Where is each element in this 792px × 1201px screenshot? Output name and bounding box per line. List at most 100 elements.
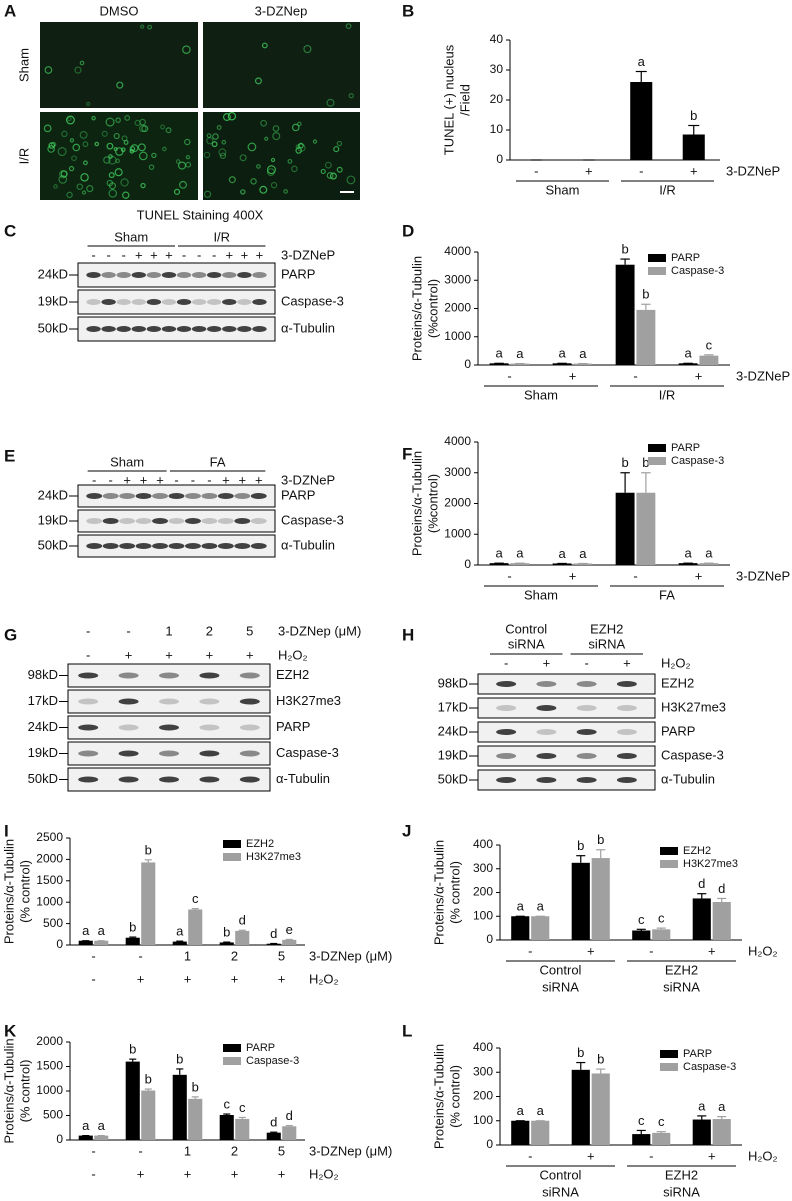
band	[234, 543, 251, 549]
group-label: Sham	[524, 587, 558, 602]
speckle	[270, 157, 276, 163]
speckle	[227, 112, 237, 121]
speckle	[148, 164, 155, 170]
significance-letter: c	[638, 912, 645, 927]
band	[159, 776, 179, 783]
bar	[235, 930, 250, 945]
y-tick-label: 10	[490, 122, 504, 136]
speckle	[86, 101, 91, 107]
speckle	[346, 175, 356, 185]
band	[199, 724, 220, 731]
band	[159, 698, 179, 705]
y-tick-label: 20	[490, 92, 504, 106]
x-tick-label: -	[649, 943, 653, 958]
x-tick-label: +	[569, 568, 577, 583]
band	[118, 698, 139, 705]
band	[576, 777, 597, 783]
speckle	[58, 175, 68, 184]
sign: +	[255, 472, 263, 487]
x-axis-label: H₂O₂	[748, 943, 778, 958]
sign: -	[212, 247, 216, 262]
x-tick-label: +	[569, 368, 577, 383]
sign: +	[225, 247, 233, 262]
speckle	[66, 191, 73, 199]
speckle	[218, 148, 227, 157]
speckle	[329, 172, 337, 180]
speckle	[185, 161, 192, 168]
group-label: siRNA	[588, 636, 625, 651]
sign: +	[623, 655, 631, 670]
significance-letter: b	[129, 920, 136, 935]
significance-letter: a	[516, 346, 524, 361]
speckle	[264, 136, 269, 141]
bar	[511, 1120, 530, 1145]
bar	[692, 1119, 711, 1145]
y-tick-label: 200	[473, 885, 493, 899]
y-tick-label: 300	[473, 861, 493, 875]
panel-letter: C	[4, 221, 16, 240]
legend-label: Caspase-3	[671, 265, 724, 277]
significance-letter: b	[690, 108, 697, 123]
x-axis-label: 3-DZNeP	[736, 568, 790, 583]
legend-label: PARP	[246, 1042, 275, 1054]
y-tick-label: 1000	[444, 329, 471, 343]
band	[152, 493, 168, 499]
speckle	[91, 115, 96, 121]
speckle	[138, 151, 148, 161]
significance-letter: a	[718, 1099, 726, 1114]
marker-label: 98kD	[438, 675, 468, 690]
y-tick-label: 3000	[444, 272, 471, 286]
significance-letter: d	[270, 1115, 277, 1130]
bar	[573, 563, 593, 565]
band	[536, 681, 557, 687]
significance-letter: a	[176, 924, 184, 939]
band	[252, 326, 267, 332]
bar	[630, 82, 653, 160]
speckle	[65, 115, 75, 125]
panel-letter: J	[402, 821, 411, 840]
bar	[531, 1120, 550, 1145]
x-tick-label: 2	[231, 1143, 238, 1158]
band	[207, 299, 222, 305]
band	[135, 493, 152, 499]
bar	[712, 1119, 731, 1145]
significance-letter: d	[270, 926, 277, 941]
marker-label: 24kD	[38, 487, 68, 502]
band	[239, 698, 260, 705]
y-tick-label: 2000	[36, 1034, 63, 1048]
y-axis-label: (%control)	[425, 279, 440, 338]
band	[101, 326, 116, 332]
band	[101, 299, 116, 305]
sign: 1	[165, 623, 172, 638]
speckle	[228, 176, 236, 184]
speckle	[162, 146, 167, 152]
group-label: siRNA	[663, 1184, 700, 1199]
speckle	[130, 144, 139, 153]
band	[86, 518, 103, 524]
sign: -	[197, 247, 201, 262]
legend-swatch	[648, 267, 666, 275]
speckle	[219, 152, 227, 159]
speckle	[333, 146, 340, 153]
group-label: EZH2	[665, 962, 698, 977]
significance-letter: b	[145, 1071, 152, 1086]
group-label: Control	[505, 621, 547, 636]
significance-letter: d	[698, 876, 705, 891]
band	[185, 518, 201, 524]
marker-label: 17kD	[28, 693, 58, 708]
speckle	[79, 60, 85, 66]
legend-swatch	[660, 1050, 678, 1058]
bar	[632, 1134, 651, 1145]
sign: +	[165, 247, 173, 262]
y-tick-label: 400	[473, 837, 493, 851]
y-axis-label: (% control)	[447, 861, 462, 924]
speckle	[115, 158, 120, 164]
speckle	[151, 152, 157, 159]
x-tick-label: 5	[278, 948, 285, 963]
band	[237, 272, 252, 278]
significance-letter: b	[145, 842, 152, 857]
speckle	[108, 154, 113, 159]
y-tick-label: 0	[486, 932, 493, 946]
bar	[678, 563, 698, 565]
speckle	[185, 154, 191, 160]
